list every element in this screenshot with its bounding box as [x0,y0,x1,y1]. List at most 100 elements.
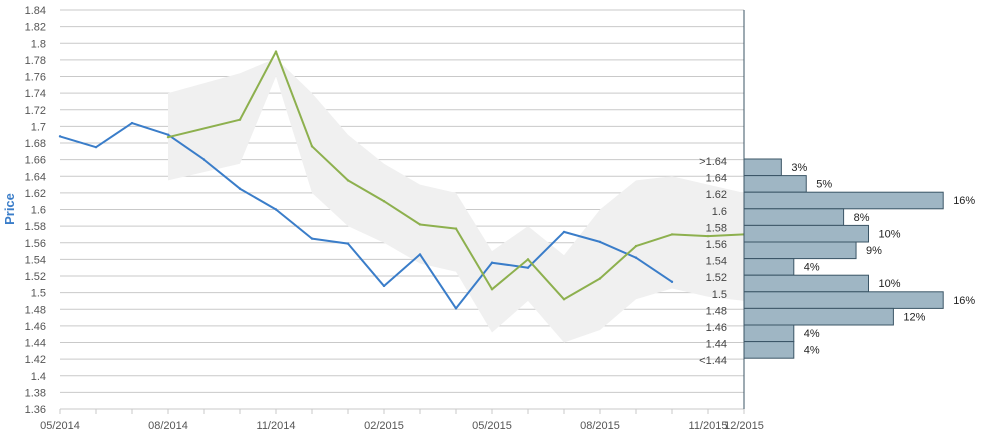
forecast-point [418,223,422,226]
y-tick-label: 1.62 [25,188,46,200]
forecast-point [166,135,170,139]
history-point [634,256,638,259]
y-tick-label: 1.7 [31,121,46,133]
distribution-bar [743,258,795,276]
history-point [490,261,494,264]
distribution-value-label: 8% [854,212,870,224]
distribution-value-label: 12% [903,311,925,323]
forecast-point [346,179,350,182]
history-point [130,121,134,125]
y-tick-label: 1.58 [25,221,46,233]
history-point [94,145,98,149]
y-tick-label: 1.44 [25,338,46,350]
y-tick-label: 1.52 [25,271,46,283]
x-tick-label: 12/2015 [724,420,764,432]
history-point [346,242,350,245]
y-tick-label: 1.66 [25,155,46,167]
y-tick-label: 1.8 [31,38,46,50]
forecast-band [168,58,744,343]
distribution-bin-label: 1.62 [706,189,727,201]
distribution-bin-label: 1.44 [706,339,727,351]
y-tick-label: 1.42 [25,354,46,366]
forecast-point [526,258,530,261]
distribution-bar [743,241,857,260]
history-point [238,187,242,190]
distribution-bar [743,224,869,243]
forecast-point [706,234,710,238]
history-point [598,240,602,244]
y-axis: 1.36 1.38 1.4 1.42 1.44 1.46 1.48 1.5 1.52 1.54 1.… [25,5,46,416]
distribution-bin-label: 1.5 [712,289,727,301]
x-tick-label: 05/2014 [40,420,80,432]
distribution-bin-label: 1.52 [706,272,727,284]
distribution-bin-label: 1.6 [712,206,727,218]
distribution-value-label: 10% [879,228,901,240]
y-tick-label: 1.56 [25,238,46,250]
distribution-value-label: 4% [804,328,820,340]
y-tick-label: 1.36 [25,404,46,416]
x-tick-label: 05/2015 [472,420,512,432]
history-point [274,208,278,211]
history-point [202,158,206,161]
x-tick-label: 08/2014 [148,420,188,432]
history-point [166,133,170,136]
forecast-point [310,145,314,148]
y-tick-label: 1.76 [25,72,46,84]
history-point [382,284,386,288]
forecast-point [454,227,458,230]
distribution-bin-label: 1.48 [706,305,727,317]
y-tick-label: 1.46 [25,321,46,333]
y-tick-label: 1.38 [25,387,46,399]
y-tick-label: 1.72 [25,105,46,117]
distribution-bar [743,341,795,359]
history-point [670,280,674,284]
distribution-bin-label: 1.64 [706,173,727,185]
distribution-bin-label: 1.46 [706,322,727,334]
x-tick-label: 08/2015 [580,420,620,432]
distribution-value-label: 4% [804,345,820,357]
distribution-bars: >1.64 3% 1.64 5% 1.62 16% 1.6 8% 1.58 10% 1.56 9% 1.… [699,156,975,367]
history-point [310,237,314,240]
y-tick-label: 1.6 [31,205,46,217]
history-point [562,230,566,234]
distribution-value-label: 3% [791,162,807,174]
y-tick-label: 1.64 [25,171,46,183]
y-tick-label: 1.74 [25,88,46,100]
band-area [168,58,744,343]
distribution-value-label: 10% [879,278,901,290]
series-lines [58,50,746,310]
history-point [526,266,530,269]
distribution-bar [743,191,944,210]
x-tick-label: 02/2015 [364,420,404,432]
forecast-point [598,277,602,280]
y-tick-label: 1.68 [25,138,46,150]
y-tick-label: 1.5 [31,288,46,300]
distribution-bar [743,291,944,309]
distribution-bin-label: >1.64 [699,156,727,168]
distribution-bar [743,324,795,343]
distribution-bar [743,208,845,226]
history-point [58,135,62,138]
y-tick-label: 1.82 [25,22,46,34]
distribution-bin-label: 1.56 [706,239,727,251]
forecast-point [238,118,242,121]
distribution-bar [743,274,869,293]
history-point [418,253,422,256]
y-tick-label: 1.84 [25,5,46,17]
distribution-value-label: 9% [866,245,882,257]
y-axis-label: Price [2,193,17,225]
y-tick-label: 1.4 [31,371,46,383]
y-tick-label: 1.78 [25,55,46,67]
forecast-point [490,288,494,291]
history-point [454,307,458,310]
forecast-line [167,50,745,301]
forecast-point [274,50,278,53]
forecast-point [634,244,638,248]
history-line [59,122,673,310]
distribution-bar [743,175,807,193]
distribution-bin-label: <1.44 [699,355,727,367]
forecast-point [382,199,386,203]
y-tick-label: 1.48 [25,304,46,316]
distribution-value-label: 16% [953,295,975,307]
